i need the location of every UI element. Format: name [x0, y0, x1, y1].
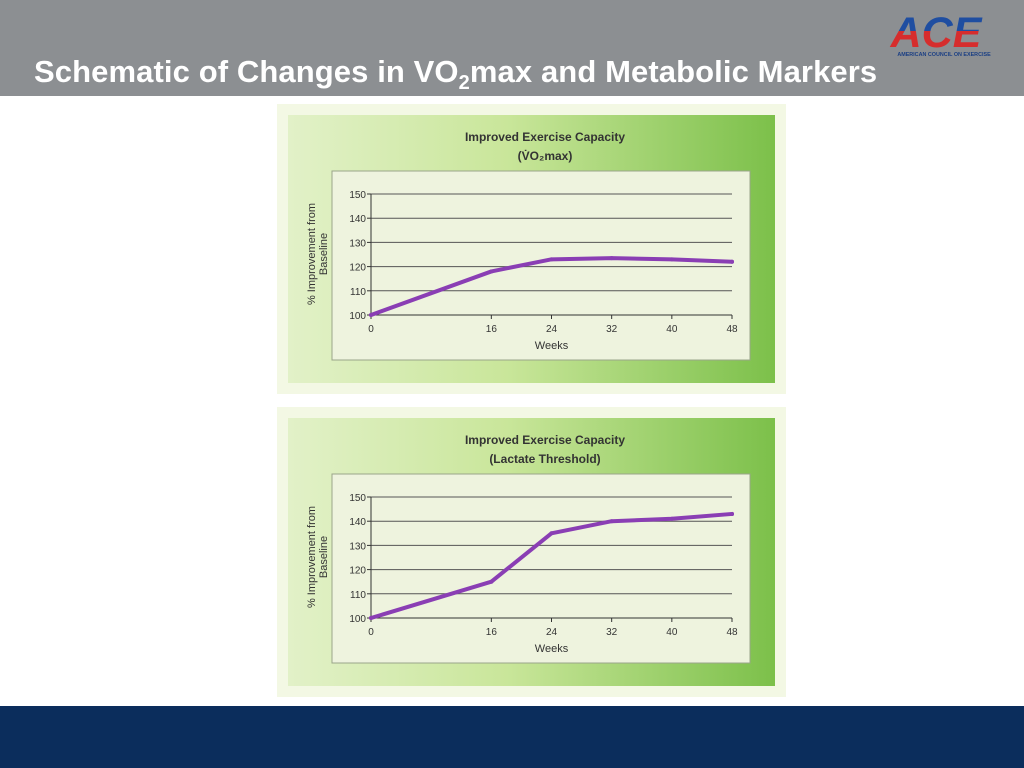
y-tick-label: 130: [349, 238, 366, 249]
chart-subtitle: (V̇O₂max): [518, 148, 573, 163]
slide-title: Schematic of Changes in VO2max and Metab…: [34, 54, 878, 94]
y-tick-label: 110: [350, 287, 366, 298]
x-tick-label: 40: [666, 324, 678, 335]
x-tick-label: 0: [368, 324, 374, 335]
x-tick-label: 24: [546, 324, 558, 335]
vo2max-chart: Improved Exercise Capacity (V̇O₂max) 100 11…: [277, 104, 786, 394]
y-tick-label: 120: [349, 263, 366, 274]
y-tick-label: 100: [349, 614, 366, 625]
data-point: [369, 616, 373, 620]
data-point: [489, 579, 494, 584]
x-axis-label: Weeks: [535, 643, 569, 655]
data-point: [730, 511, 734, 516]
data-point: [730, 259, 734, 264]
slide-header: Schematic of Changes in VO2max and Metab…: [0, 0, 1024, 96]
y-tick-label: 150: [349, 190, 366, 201]
y-axis-label: % Improvement fromBaseline: [306, 506, 330, 608]
chart-subtitle: (Lactate Threshold): [489, 452, 600, 466]
data-point: [669, 516, 674, 521]
y-axis-label: % Improvement fromBaseline: [306, 203, 330, 305]
data-point: [489, 269, 494, 274]
x-tick-label: 40: [666, 627, 678, 638]
y-tick-label: 140: [349, 517, 366, 528]
y-tick-label: 150: [349, 493, 366, 504]
data-point: [609, 519, 614, 524]
svg-text:ACE: ACE: [890, 9, 983, 57]
series-line: [369, 511, 734, 620]
plot-area: [331, 473, 751, 664]
y-tick-label: 120: [349, 566, 366, 577]
x-axis-label: Weeks: [535, 340, 569, 352]
svg-text:AMERICAN COUNCIL ON EXERCISE: AMERICAN COUNCIL ON EXERCISE: [897, 52, 991, 58]
x-tick-label: 32: [606, 627, 618, 638]
x-tick-label: 16: [486, 627, 498, 638]
x-tick-label: 48: [726, 324, 738, 335]
slide-footer: [0, 706, 1024, 768]
y-tick-label: 130: [349, 541, 366, 552]
plot-area: [331, 170, 751, 361]
x-tick-label: 24: [546, 627, 558, 638]
x-tick-label: 16: [486, 324, 498, 335]
svg-text:ACE: ACE: [890, 9, 983, 57]
data-point: [549, 531, 554, 536]
x-tick-label: 32: [606, 324, 618, 335]
chart-title: Improved Exercise Capacity: [465, 433, 625, 447]
y-tick-label: 110: [350, 590, 366, 601]
data-point: [549, 257, 554, 262]
chart-panel-vo2max: Improved Exercise Capacity (V̇O₂max) 100 11…: [277, 104, 786, 394]
data-point: [669, 257, 674, 262]
ace-logo: ACE ACE AMERICAN COUNCIL ON EXERCISE: [890, 9, 991, 58]
chart-panel-lactate-threshold: Improved Exercise Capacity (Lactate Thres…: [277, 407, 786, 697]
data-point: [609, 256, 614, 261]
y-tick-label: 100: [349, 311, 366, 322]
chart-title: Improved Exercise Capacity: [465, 130, 625, 144]
y-tick-label: 140: [349, 214, 366, 225]
x-tick-label: 0: [368, 627, 374, 638]
series-line: [369, 256, 734, 317]
data-point: [369, 313, 373, 317]
x-tick-label: 48: [726, 627, 738, 638]
lactate-threshold-chart: Improved Exercise Capacity (Lactate Thres…: [277, 407, 786, 697]
